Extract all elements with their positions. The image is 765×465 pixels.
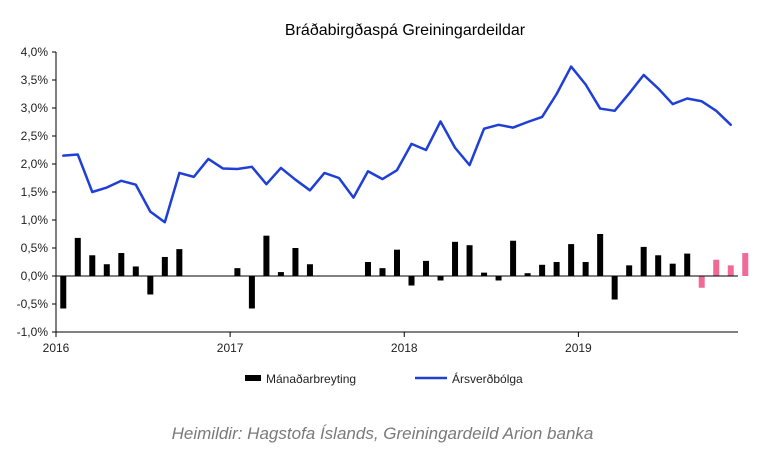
bar (568, 244, 575, 276)
bar (669, 263, 676, 276)
bar (553, 262, 560, 276)
bar (277, 272, 284, 276)
line-series (62, 65, 732, 224)
inflation-line (62, 65, 732, 224)
chart: Bráðabirgðaspá Greiningardeildar -1,0% -0… (17, 22, 749, 386)
y-tick-label: 2,5% (21, 129, 49, 143)
bar (524, 273, 531, 276)
x-tick-label: 2017 (217, 341, 244, 355)
bar (510, 240, 517, 276)
legend-swatch-bar (245, 375, 261, 381)
x-tick-label: 2018 (391, 341, 418, 355)
legend: Mánaðarbreyting Ársverðbólga (245, 371, 523, 386)
y-tick-label: 3,5% (21, 73, 49, 87)
bar (248, 276, 255, 309)
y-tick-label: 1,5% (21, 185, 49, 199)
y-tick-label: 1,0% (21, 213, 49, 227)
bar (292, 248, 299, 276)
x-tick-label: 2019 (565, 341, 592, 355)
bar (74, 237, 81, 276)
y-tick-label: 0,5% (21, 241, 49, 255)
bar (408, 276, 415, 286)
bar (611, 276, 618, 300)
y-tick-label: 3,0% (21, 101, 49, 115)
bar (60, 276, 67, 309)
bar (495, 276, 502, 281)
forecast-bar (742, 253, 749, 276)
y-tick-label: -1,0% (17, 325, 49, 339)
bar (640, 246, 647, 276)
y-tick-label: 2,0% (21, 157, 49, 171)
bar (263, 235, 270, 276)
bar (379, 268, 386, 276)
axes: -1,0% -0,5% 0,0% 0,5% 1,0% 1,5% 2,0% 2,5% 3,0% 3,… (17, 45, 738, 355)
bar (118, 253, 125, 276)
bar (89, 255, 96, 276)
bar-series (60, 234, 749, 309)
bar (597, 234, 604, 276)
y-tick-label: 0,0% (21, 269, 49, 283)
bar (103, 264, 110, 276)
bar (466, 245, 473, 276)
bar (161, 256, 168, 276)
bar (234, 268, 241, 276)
bar (655, 255, 662, 276)
bar (394, 249, 400, 276)
bar (437, 276, 444, 281)
bar (452, 241, 459, 276)
bar (626, 265, 633, 276)
y-tick-label: 4,0% (21, 45, 49, 59)
bar (132, 266, 139, 276)
bar (306, 264, 313, 276)
bar (364, 262, 371, 276)
bar (684, 253, 691, 276)
bar (147, 276, 154, 295)
forecast-bar (727, 265, 734, 276)
bar (423, 260, 430, 276)
chart-title: Bráðabirgðaspá Greiningardeildar (285, 22, 526, 39)
bar (539, 264, 546, 276)
forecast-bar (713, 259, 720, 276)
y-tick-label: -0,5% (17, 297, 49, 311)
legend-label-bar: Mánaðarbreyting (266, 372, 356, 386)
bar (582, 262, 589, 276)
forecast-bar (698, 276, 705, 288)
bar (481, 272, 488, 276)
bar (176, 249, 183, 276)
x-tick-label: 2016 (43, 341, 70, 355)
legend-label-line: Ársverðbólga (452, 371, 523, 386)
source-note: Heimildir: Hagstofa Íslands, Greiningard… (171, 424, 594, 443)
